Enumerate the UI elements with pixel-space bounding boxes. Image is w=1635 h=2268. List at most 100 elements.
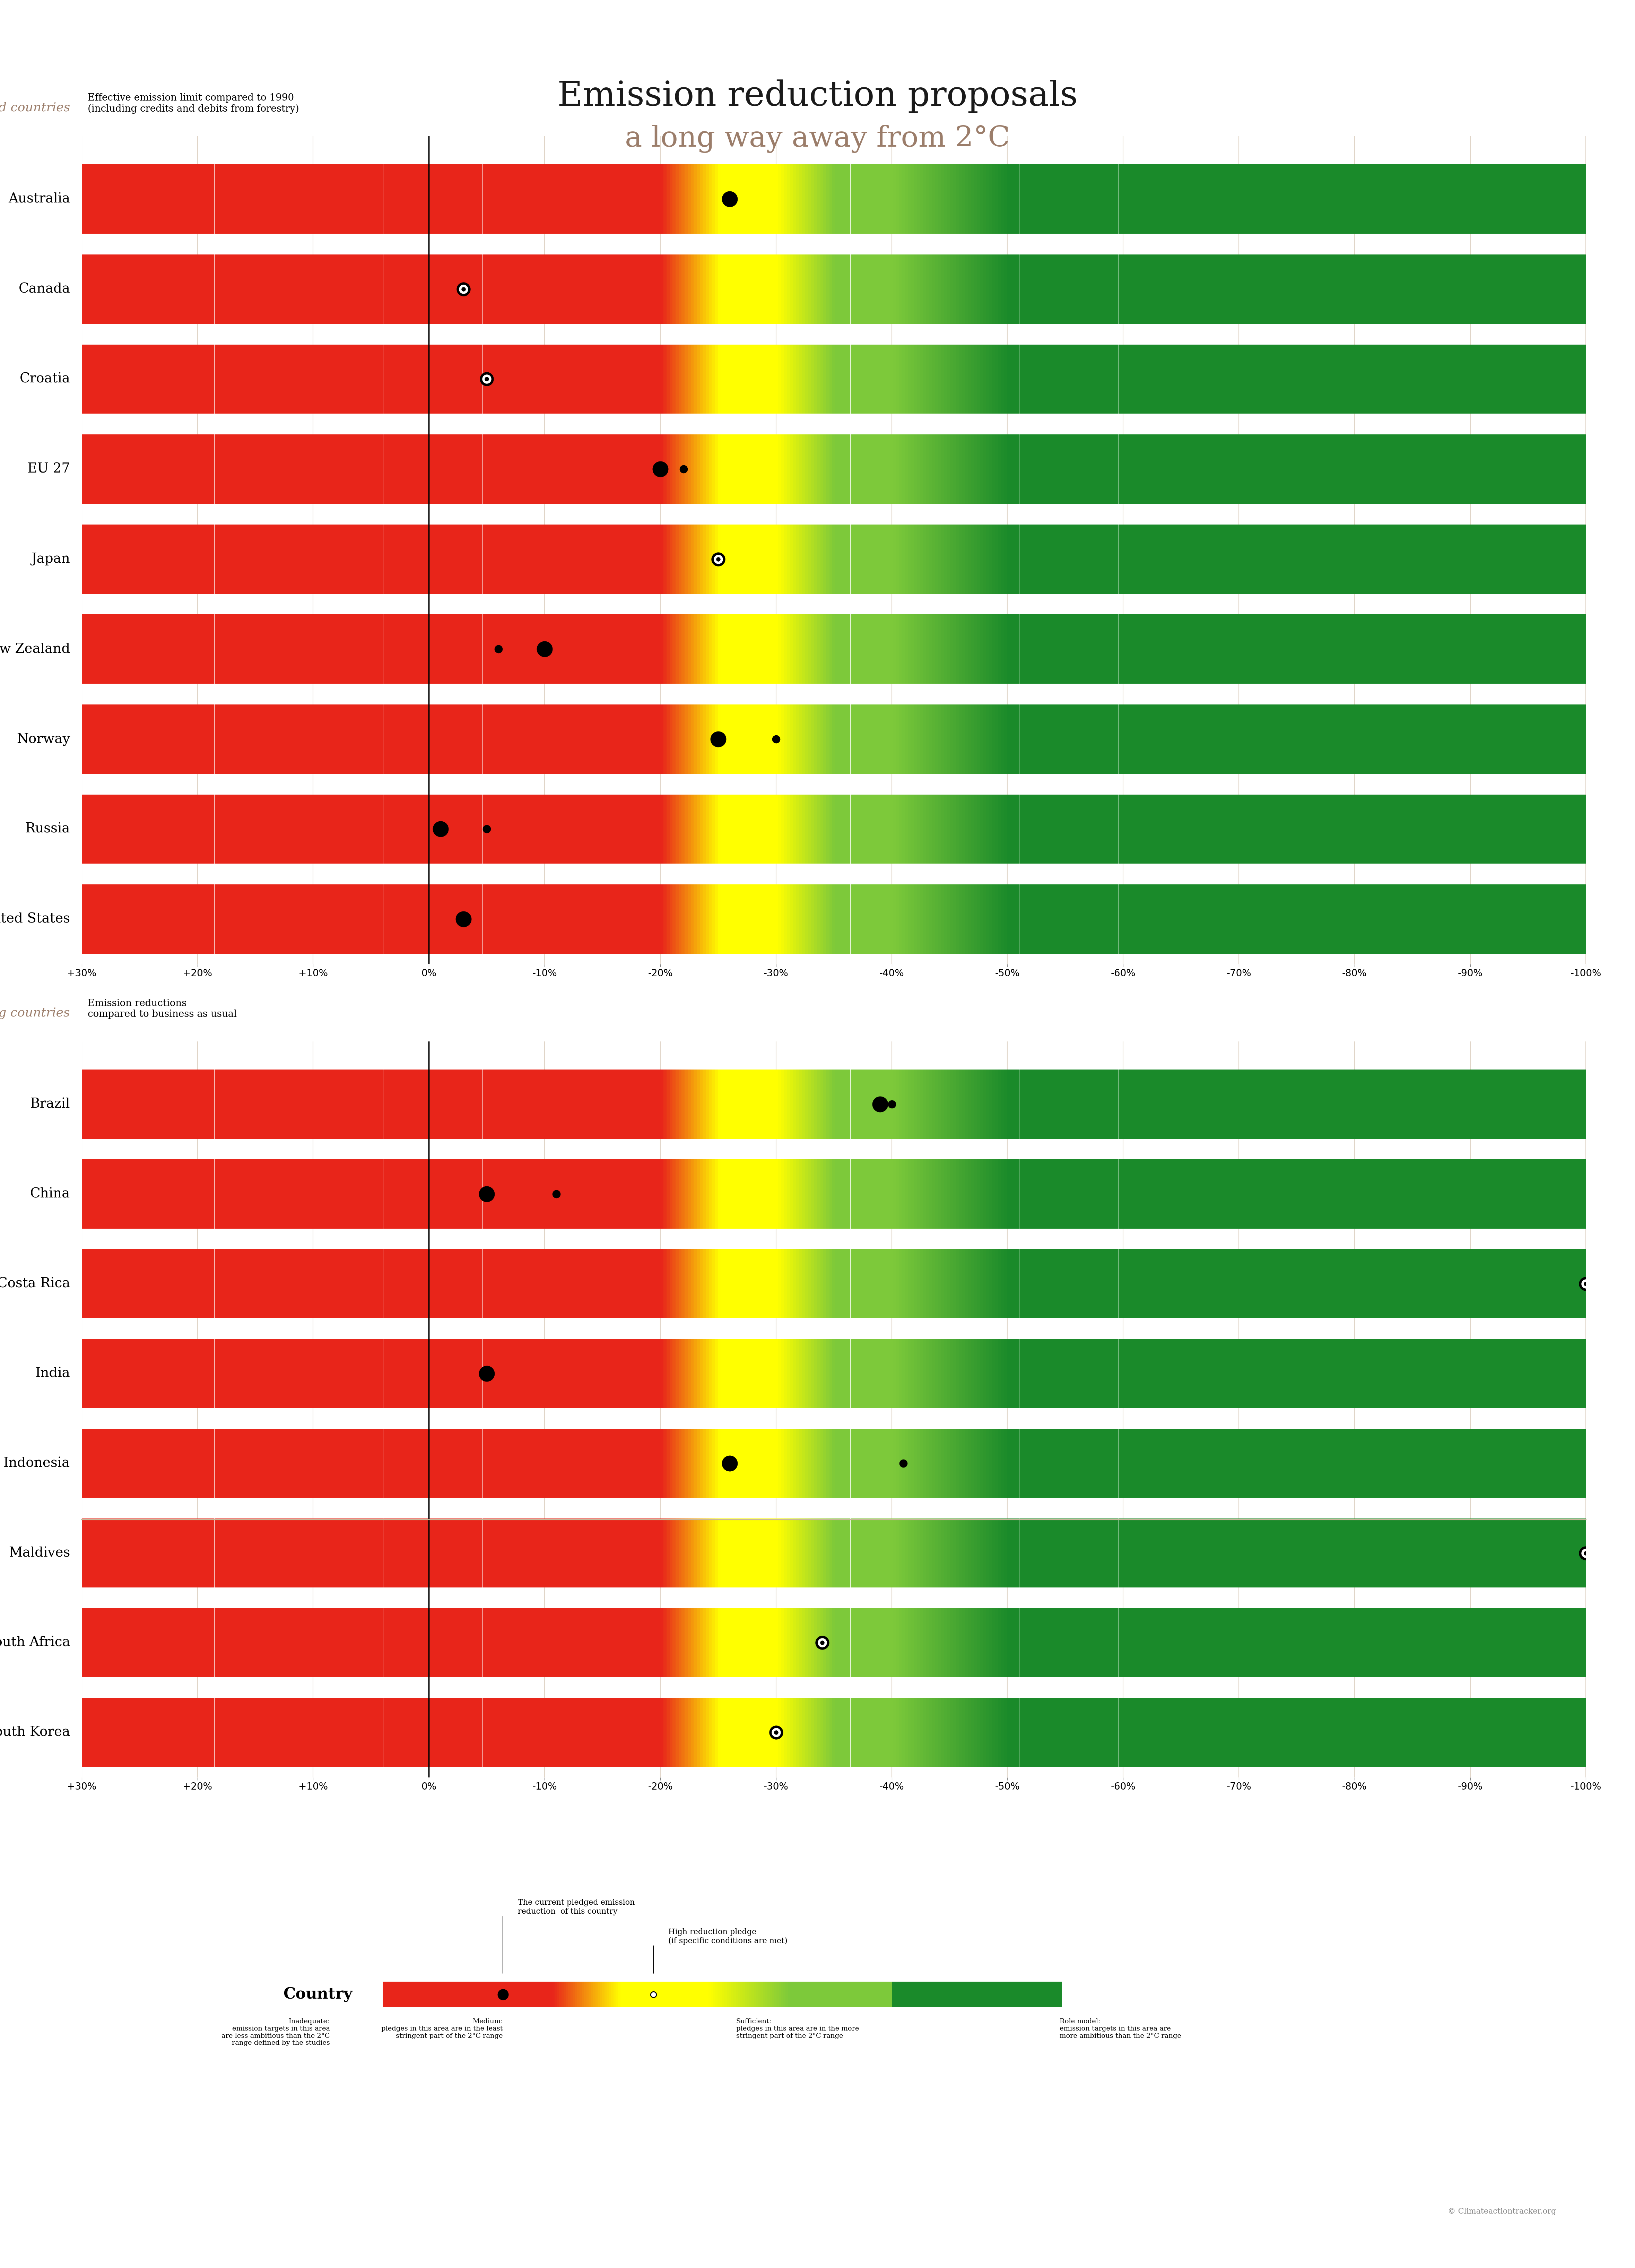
Bar [185,1250,188,1318]
Bar [1557,345,1558,413]
Bar [1324,166,1326,234]
Bar [1372,254,1375,324]
Bar [582,794,585,864]
Bar [821,1517,824,1588]
Bar [1311,794,1315,864]
Bar [693,166,697,234]
Bar [1243,1338,1246,1408]
Bar [1496,1517,1499,1588]
Bar [1246,254,1249,324]
Bar [1372,1429,1375,1497]
Bar [844,615,847,683]
Bar [342,435,343,503]
Bar [1210,1338,1212,1408]
Bar [574,885,576,955]
Bar [160,1338,164,1408]
Bar [935,166,938,234]
Bar [1290,254,1293,324]
Bar [1110,1429,1113,1497]
Bar [1236,524,1239,594]
Bar [518,705,522,773]
Bar [1346,794,1347,864]
Bar [1300,1699,1303,1767]
Bar [407,166,410,234]
Bar [1351,1429,1354,1497]
Bar [103,524,106,594]
Bar [111,1429,114,1497]
Bar [378,1608,381,1678]
Bar [1365,615,1368,683]
Bar [167,794,168,864]
Bar [911,1982,912,2007]
Bar [878,1159,881,1229]
Bar [603,1159,607,1229]
Bar [1386,1608,1390,1678]
Bar [206,435,208,503]
Bar [383,1608,386,1678]
Bar [443,1159,446,1229]
Bar [1086,1608,1089,1678]
Bar [1336,524,1339,594]
Bar [1311,345,1315,413]
Bar [320,1159,322,1229]
Bar [338,1338,342,1408]
Bar [757,345,760,413]
Bar [1422,705,1426,773]
Bar [979,435,983,503]
Bar [1360,1429,1364,1497]
Bar [904,166,907,234]
Bar [1050,1338,1053,1408]
Bar [1308,1338,1311,1408]
Bar [1539,1699,1540,1767]
Bar [257,524,260,594]
Bar [1115,254,1118,324]
Bar [167,254,168,324]
Bar [1037,1699,1040,1767]
Bar [1189,254,1190,324]
Bar [1315,1159,1318,1229]
Bar [461,345,464,413]
Bar [750,1429,754,1497]
Bar [724,345,728,413]
Bar [329,794,332,864]
Bar [93,705,96,773]
Bar [742,166,746,234]
Bar [1290,1517,1293,1588]
Bar [181,1338,185,1408]
Bar [800,345,803,413]
Bar [1450,794,1454,864]
Bar [1149,166,1153,234]
Bar [925,1982,929,2007]
Bar [477,1982,481,2007]
Bar [938,1159,940,1229]
Bar [543,524,546,594]
Bar [1212,1429,1215,1497]
Bar [1264,435,1267,503]
Bar [356,615,360,683]
Bar [790,166,793,234]
Bar [1236,1429,1239,1497]
Bar [1014,435,1017,503]
Bar [747,1338,750,1408]
Bar [188,435,190,503]
Bar [265,345,268,413]
Bar [1149,1159,1153,1229]
Bar [332,705,335,773]
Bar [865,1517,868,1588]
Bar [536,1699,540,1767]
Bar [278,615,281,683]
Bar [1032,1517,1035,1588]
Bar [1525,615,1529,683]
Bar [1136,615,1140,683]
Bar [250,345,253,413]
Bar [474,1517,477,1588]
Bar [960,1338,961,1408]
Bar [1368,345,1372,413]
Bar [464,166,468,234]
Bar [1329,794,1333,864]
Bar [185,1699,188,1767]
Bar [247,1250,250,1318]
Bar [814,1338,818,1408]
Bar [750,1250,754,1318]
Bar [136,1338,139,1408]
